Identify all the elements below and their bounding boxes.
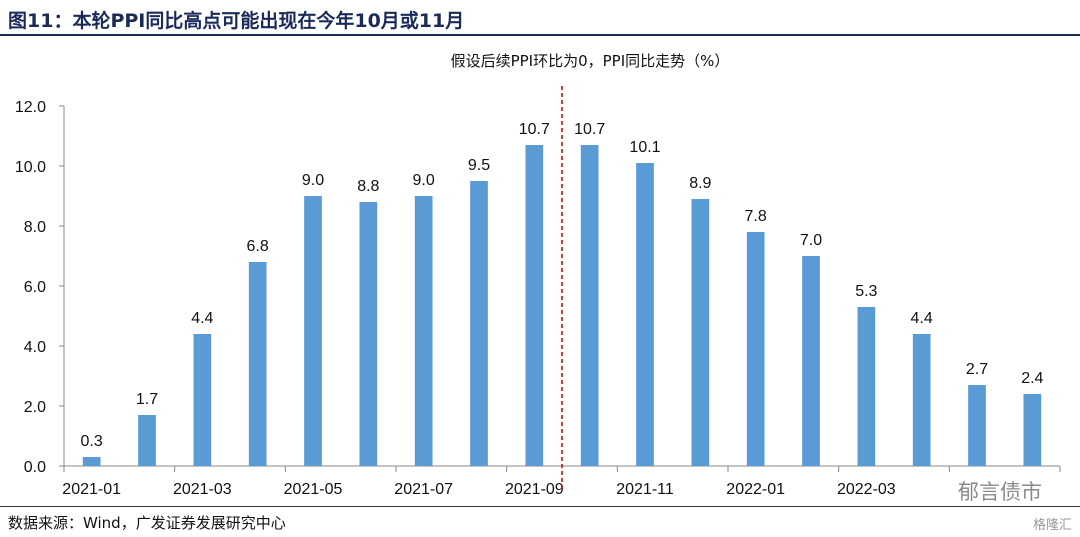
bar bbox=[414, 196, 433, 466]
bar bbox=[968, 385, 986, 466]
data-label: 2.4 bbox=[1021, 370, 1043, 387]
data-label: 9.0 bbox=[302, 172, 324, 189]
bar bbox=[304, 196, 322, 466]
data-label: 6.8 bbox=[247, 238, 269, 255]
y-tick-label: 4.0 bbox=[24, 339, 46, 356]
bar bbox=[82, 457, 101, 466]
bar bbox=[691, 199, 710, 466]
y-tick-label: 10.0 bbox=[15, 159, 46, 176]
x-tick-label: 2021-01 bbox=[62, 481, 121, 498]
bar bbox=[912, 334, 931, 466]
x-tick-label: 2022-03 bbox=[837, 481, 896, 498]
data-label: 7.8 bbox=[745, 208, 767, 225]
data-label: 9.0 bbox=[413, 172, 435, 189]
y-tick-label: 2.0 bbox=[24, 399, 46, 416]
x-tick-label: 2021-05 bbox=[284, 481, 343, 498]
figure-title: 图11：本轮PPI同比高点可能出现在今年10月或11月 bbox=[8, 10, 465, 32]
data-label: 8.9 bbox=[689, 175, 711, 192]
bar bbox=[580, 145, 599, 466]
x-tick-label: 2021-11 bbox=[616, 481, 674, 498]
y-tick-label: 12.0 bbox=[15, 99, 46, 116]
data-label: 10.7 bbox=[574, 121, 605, 138]
source-note: 数据来源：Wind，广发证券发展研究中心 bbox=[8, 514, 286, 532]
x-axis: 2021-01 2021-03 2021-05 2021-07 2021-09 2021-… bbox=[62, 465, 1061, 498]
data-label: 5.3 bbox=[855, 283, 877, 300]
y-tick-label: 8.0 bbox=[24, 219, 46, 236]
title-rule bbox=[0, 34, 1080, 36]
brand-mark: 格隆汇 bbox=[1032, 518, 1072, 533]
chart-title: 假设后续PPI环比为0，PPI同比走势（%） bbox=[450, 52, 730, 70]
x-tick-label: 2021-07 bbox=[394, 481, 453, 498]
watermark: 郁言债市 bbox=[956, 476, 1044, 506]
x-tick-label: 2021-09 bbox=[505, 481, 564, 498]
data-label: 10.7 bbox=[519, 121, 550, 138]
data-label: 8.8 bbox=[357, 178, 379, 195]
data-label: 0.3 bbox=[81, 433, 103, 450]
x-tick-label: 2021-03 bbox=[173, 481, 232, 498]
footer-rule bbox=[0, 506, 1080, 507]
data-label: 4.4 bbox=[911, 310, 933, 327]
bar bbox=[470, 181, 488, 466]
bar bbox=[138, 415, 156, 466]
bars bbox=[82, 145, 1042, 466]
data-labels: 0.3 1.7 4.4 6.8 9.0 8.8 9.0 9.5 10.7 10.7 10.1 8.9 7… bbox=[81, 121, 1044, 450]
bar bbox=[248, 262, 267, 466]
y-axis: 0.0 2.0 4.0 6.0 8.0 10.0 12.0 bbox=[15, 99, 65, 476]
bar bbox=[193, 334, 212, 466]
y-tick-label: 0.0 bbox=[24, 459, 46, 476]
data-label: 7.0 bbox=[800, 232, 822, 249]
bar bbox=[636, 163, 654, 466]
bar bbox=[525, 145, 544, 466]
bar bbox=[359, 202, 378, 466]
bar bbox=[746, 232, 765, 466]
bar bbox=[1023, 394, 1042, 466]
x-tick-label: 2022-01 bbox=[726, 481, 785, 498]
data-label: 9.5 bbox=[468, 157, 490, 174]
bar bbox=[802, 256, 820, 466]
data-label: 10.1 bbox=[629, 139, 660, 156]
data-label: 2.7 bbox=[966, 361, 988, 378]
data-label: 1.7 bbox=[136, 391, 158, 408]
bar bbox=[857, 307, 876, 466]
data-label: 4.4 bbox=[191, 310, 213, 327]
y-tick-label: 6.0 bbox=[24, 279, 46, 296]
